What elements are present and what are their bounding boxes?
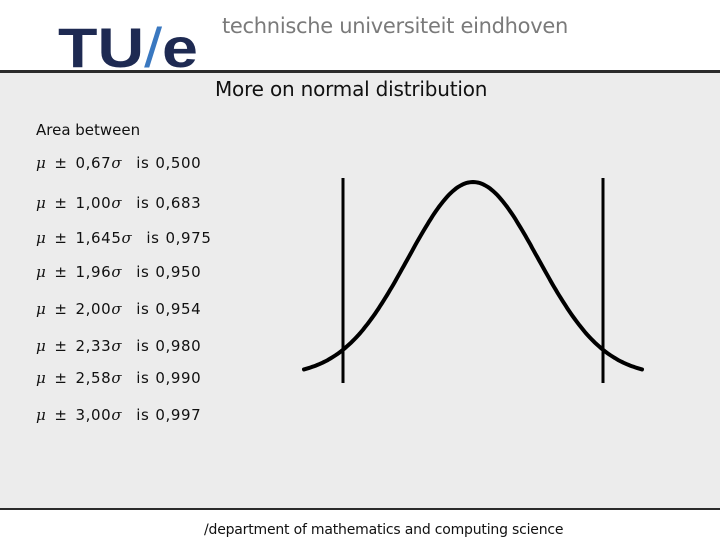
sigma-multiplier: 0,67 [75,154,112,172]
tue-logo: TU/e [58,16,198,79]
area-value: 0,990 [155,369,202,387]
sigma-multiplier: 2,33 [75,337,112,355]
mu-symbol: μ [36,194,47,212]
area-row: μ ±2,33σ is 0,980 [36,337,201,355]
sigma-multiplier: 1,00 [75,194,112,212]
is-word: is [136,263,150,281]
mu-symbol: μ [36,337,47,355]
sigma-symbol: σ [111,337,123,355]
sigma-multiplier: 2,58 [75,369,112,387]
footer-text: /department of mathematics and computing… [204,522,564,538]
tue-logo-text: TU/e [58,16,198,79]
slide-title: More on normal distribution [215,77,488,101]
area-row: μ ±1,00σ is 0,683 [36,194,201,212]
area-row: μ ±2,00σ is 0,954 [36,300,201,318]
plus-minus-symbol: ± [54,154,68,172]
area-row: μ ±0,67σ is 0,500 [36,154,201,172]
is-word: is [146,229,160,247]
plus-minus-symbol: ± [54,406,68,424]
bell-curve [302,179,644,372]
sigma-multiplier: 2,00 [75,300,112,318]
mu-symbol: μ [36,300,47,318]
is-word: is [136,369,150,387]
plus-minus-symbol: ± [54,337,68,355]
plus-minus-symbol: ± [54,263,68,281]
area-value: 0,683 [155,194,202,212]
area-row: μ ±3,00σ is 0,997 [36,406,201,424]
plus-minus-symbol: ± [54,194,68,212]
area-row: μ ±1,645σ is 0,975 [36,229,211,247]
header: TU/e technische universiteit eindhoven [0,0,720,79]
is-word: is [136,300,150,318]
area-value: 0,980 [155,337,202,355]
footer-divider [0,508,720,510]
area-value: 0,975 [165,229,212,247]
sigma-symbol: σ [111,369,123,387]
mu-symbol: μ [36,229,47,247]
area-row: μ ±2,58σ is 0,990 [36,369,201,387]
university-name: technische universiteit eindhoven [222,14,568,38]
area-value: 0,500 [155,154,202,172]
mu-symbol: μ [36,263,47,281]
mu-symbol: μ [36,369,47,387]
area-value: 0,997 [155,406,202,424]
area-value: 0,954 [155,300,202,318]
is-word: is [136,406,150,424]
plus-minus-symbol: ± [54,300,68,318]
sigma-symbol: σ [111,406,123,424]
mu-symbol: μ [36,154,47,172]
area-row: μ ±1,96σ is 0,950 [36,263,201,281]
sigma-symbol: σ [111,263,123,281]
sigma-multiplier: 1,96 [75,263,112,281]
header-divider [0,70,720,73]
mu-symbol: μ [36,406,47,424]
normal-curve-figure [302,178,644,383]
plus-minus-symbol: ± [54,229,68,247]
is-word: is [136,337,150,355]
sigma-symbol: σ [111,300,123,318]
plus-minus-symbol: ± [54,369,68,387]
sigma-symbol: σ [111,194,123,212]
sigma-symbol: σ [121,229,133,247]
intro-text: Area between [36,121,141,139]
sigma-multiplier: 1,645 [75,229,122,247]
is-word: is [136,194,150,212]
slide-content-panel [0,73,720,508]
sigma-multiplier: 3,00 [75,406,112,424]
is-word: is [136,154,150,172]
sigma-symbol: σ [111,154,123,172]
area-value: 0,950 [155,263,202,281]
